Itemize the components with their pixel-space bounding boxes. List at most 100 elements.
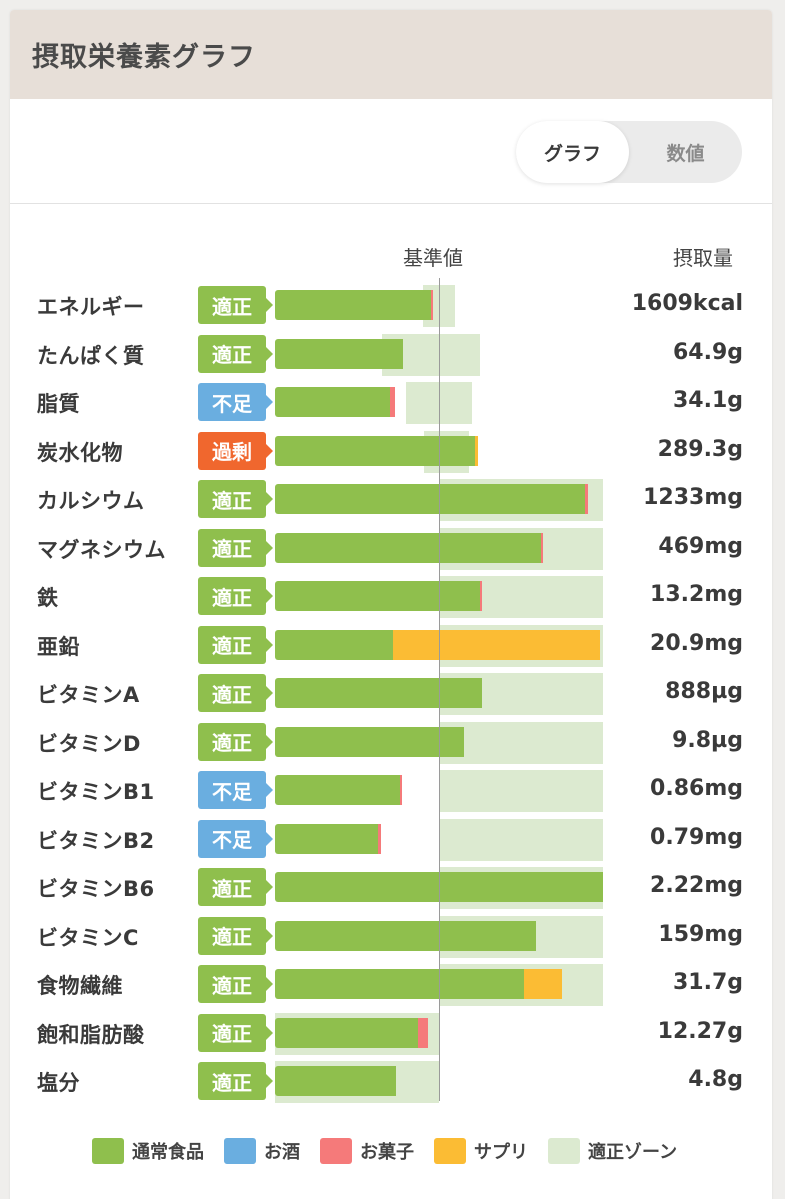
- number-view-button[interactable]: 数値: [666, 142, 705, 165]
- legend-item: お酒: [224, 1138, 300, 1164]
- nutrient-row: カルシウム 適正 1233mg: [10, 478, 772, 522]
- food-bar: [275, 1017, 418, 1048]
- snack-bar: [430, 290, 434, 320]
- nutrient-name: 炭水化物: [37, 440, 123, 465]
- status-badge: 不足: [198, 819, 273, 858]
- status-badge: 適正: [198, 334, 273, 373]
- target-zone-bar: [439, 818, 603, 861]
- legend-label: サプリ: [474, 1142, 528, 1163]
- intake-value: 20.9mg: [650, 630, 743, 656]
- nutrient-row: マグネシウム 適正 469mg: [10, 527, 772, 571]
- food-bar: [275, 484, 585, 514]
- food-bar: [275, 290, 431, 320]
- nutrient-row: 亜鉛 適正 20.9mg: [10, 624, 772, 668]
- target-zone-bar: [439, 721, 603, 764]
- nutrient-name: 亜鉛: [37, 634, 80, 659]
- supplement-bar: [524, 969, 562, 999]
- snack-bar: [540, 532, 543, 563]
- nutrient-row: エネルギー 適正 1609kcal: [10, 284, 772, 328]
- food-bar: [275, 1066, 397, 1096]
- supplement-bar: [393, 629, 600, 660]
- legend: 通常食品 お酒 お菓子 サプリ 適正ゾーン: [92, 1138, 697, 1164]
- nutrient-name: 塩分: [37, 1071, 80, 1095]
- status-badge: 適正: [198, 528, 273, 567]
- status-badge: 適正: [198, 674, 273, 712]
- nutrient-name: 食物繊維: [37, 974, 123, 998]
- status-badge: 過剰: [198, 431, 273, 470]
- nutrient-name: たんぱく質: [37, 343, 145, 368]
- snack-bar: [389, 387, 395, 417]
- nutrient-row: 鉄 適正 13.2mg: [10, 575, 772, 619]
- card-header: 摂取栄養素グラフ: [10, 10, 772, 99]
- legend-label: お酒: [264, 1142, 300, 1163]
- intake-value: 34.1g: [672, 388, 743, 413]
- food-bar: [275, 532, 541, 563]
- legend-item: お菓子: [320, 1138, 414, 1164]
- nutrient-row: 食物繊維 適正 31.7g: [10, 963, 772, 1007]
- food-bar: [275, 775, 400, 805]
- food-bar: [275, 678, 482, 708]
- intake-value: 1609kcal: [631, 291, 743, 316]
- legend-swatch: [434, 1138, 466, 1164]
- status-badge: 不足: [198, 771, 273, 809]
- intake-value: 31.7g: [672, 970, 743, 995]
- intake-value: 0.86mg: [650, 776, 743, 801]
- status-badge: 不足: [198, 383, 273, 421]
- reference-column-header: 基準値: [403, 246, 463, 270]
- snack-bar: [480, 581, 482, 611]
- intake-value: 0.79mg: [650, 824, 743, 850]
- page-title: 摂取栄養素グラフ: [32, 42, 256, 73]
- status-badge: 適正: [198, 480, 273, 518]
- food-bar: [275, 581, 480, 611]
- intake-value: 2.22mg: [650, 873, 743, 898]
- snack-bar: [417, 1017, 428, 1048]
- intake-value: 13.2mg: [650, 582, 743, 607]
- nutrient-row: ビタミンB2 不足 0.79mg: [10, 818, 772, 862]
- legend-swatch: [224, 1138, 256, 1164]
- legend-item: 適正ゾーン: [548, 1138, 677, 1164]
- intake-value: 888µg: [665, 679, 743, 704]
- status-badge: 適正: [198, 577, 273, 615]
- nutrient-row: ビタミンA 適正 888µg: [10, 672, 772, 716]
- legend-label: 通常食品: [132, 1142, 204, 1163]
- food-bar: [275, 629, 394, 660]
- nutrient-row: ビタミンB1 不足 0.86mg: [10, 769, 772, 813]
- snack-bar: [584, 484, 589, 514]
- legend-label: お菓子: [360, 1142, 414, 1163]
- status-badge: 適正: [198, 625, 273, 664]
- intake-value: 12.27g: [657, 1018, 743, 1044]
- nutrient-row: ビタミンD 適正 9.8µg: [10, 721, 772, 765]
- status-badge: 適正: [198, 965, 273, 1003]
- graph-view-button[interactable]: グラフ: [516, 121, 629, 183]
- nutrient-name: 脂質: [37, 392, 80, 416]
- nutrient-name: カルシウム: [37, 489, 145, 513]
- nutrient-name: ビタミンD: [37, 731, 141, 756]
- status-badge: 適正: [198, 868, 273, 906]
- intake-value: 1233mg: [643, 485, 743, 510]
- nutrient-name: 飽和脂肪酸: [37, 1022, 145, 1047]
- status-badge: 適正: [198, 722, 273, 761]
- food-bar: [275, 726, 464, 757]
- intake-value: 9.8µg: [672, 727, 743, 753]
- nutrient-row: ビタミンB6 適正 2.22mg: [10, 866, 772, 910]
- reference-line: [439, 278, 440, 1101]
- intake-value: 289.3g: [657, 436, 743, 462]
- snack-bar: [378, 823, 381, 854]
- status-badge: 適正: [198, 286, 273, 324]
- nutrient-name: ビタミンB1: [37, 780, 155, 804]
- status-badge: 適正: [198, 916, 273, 955]
- legend-swatch: [320, 1138, 352, 1164]
- supplement-bar: [475, 435, 479, 466]
- nutrient-name: エネルギー: [37, 295, 145, 319]
- nutrient-name: ビタミンB6: [37, 877, 155, 901]
- nutrient-name: ビタミンA: [37, 683, 140, 707]
- legend-item: サプリ: [434, 1138, 528, 1164]
- nutrient-row: 飽和脂肪酸 適正 12.27g: [10, 1012, 772, 1056]
- status-badge: 適正: [198, 1013, 273, 1052]
- intake-value: 159mg: [658, 921, 743, 947]
- nutrient-name: 鉄: [37, 586, 59, 610]
- divider: [10, 203, 772, 204]
- intake-column-header: 摂取量: [673, 246, 733, 270]
- legend-swatch: [548, 1138, 580, 1164]
- nutrient-row: 脂質 不足 34.1g: [10, 381, 772, 425]
